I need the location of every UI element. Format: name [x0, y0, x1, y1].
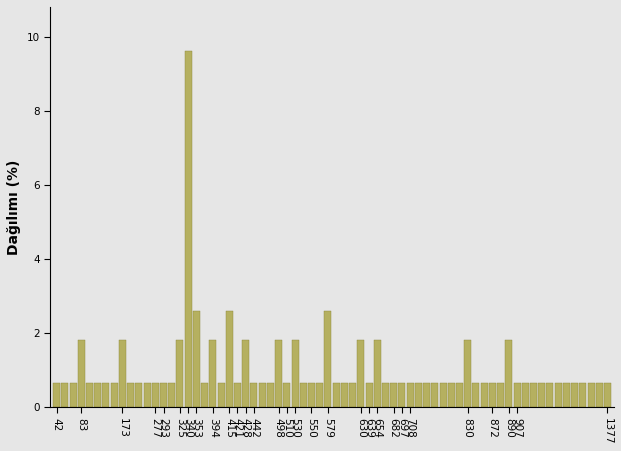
Bar — [357, 341, 365, 407]
Bar — [579, 383, 586, 407]
Bar — [152, 383, 159, 407]
Bar — [382, 383, 389, 407]
Bar — [349, 383, 356, 407]
Bar — [234, 383, 241, 407]
Bar — [127, 383, 134, 407]
Bar — [489, 383, 496, 407]
Bar — [522, 383, 528, 407]
Bar — [119, 341, 126, 407]
Bar — [259, 383, 266, 407]
Bar — [193, 311, 200, 407]
Bar — [300, 383, 307, 407]
Bar — [209, 341, 216, 407]
Bar — [111, 383, 117, 407]
Bar — [473, 383, 479, 407]
Bar — [555, 383, 561, 407]
Bar — [78, 341, 85, 407]
Bar — [283, 383, 291, 407]
Bar — [563, 383, 570, 407]
Bar — [432, 383, 438, 407]
Bar — [571, 383, 578, 407]
Bar — [407, 383, 414, 407]
Bar — [390, 383, 397, 407]
Bar — [143, 383, 150, 407]
Bar — [217, 383, 225, 407]
Bar — [514, 383, 520, 407]
Bar — [341, 383, 348, 407]
Bar — [505, 341, 512, 407]
Bar — [250, 383, 258, 407]
Bar — [201, 383, 208, 407]
Bar — [242, 341, 249, 407]
Bar — [102, 383, 109, 407]
Bar — [423, 383, 430, 407]
Bar — [291, 341, 299, 407]
Bar — [530, 383, 537, 407]
Bar — [168, 383, 175, 407]
Bar — [308, 383, 315, 407]
Bar — [226, 311, 233, 407]
Bar — [86, 383, 93, 407]
Bar — [596, 383, 603, 407]
Bar — [374, 341, 381, 407]
Bar — [465, 341, 471, 407]
Bar — [135, 383, 142, 407]
Bar — [61, 383, 68, 407]
Bar — [160, 383, 167, 407]
Bar — [176, 341, 183, 407]
Y-axis label: Dağılımı (%): Dağılımı (%) — [7, 159, 21, 255]
Bar — [70, 383, 76, 407]
Bar — [399, 383, 406, 407]
Bar — [448, 383, 455, 407]
Bar — [440, 383, 446, 407]
Bar — [587, 383, 594, 407]
Bar — [497, 383, 504, 407]
Bar — [53, 383, 60, 407]
Bar — [456, 383, 463, 407]
Bar — [481, 383, 487, 407]
Bar — [94, 383, 101, 407]
Bar — [267, 383, 274, 407]
Bar — [333, 383, 340, 407]
Bar — [604, 383, 611, 407]
Bar — [324, 311, 332, 407]
Bar — [415, 383, 422, 407]
Bar — [366, 383, 373, 407]
Bar — [275, 341, 282, 407]
Bar — [538, 383, 545, 407]
Bar — [546, 383, 553, 407]
Bar — [184, 51, 192, 407]
Bar — [316, 383, 323, 407]
